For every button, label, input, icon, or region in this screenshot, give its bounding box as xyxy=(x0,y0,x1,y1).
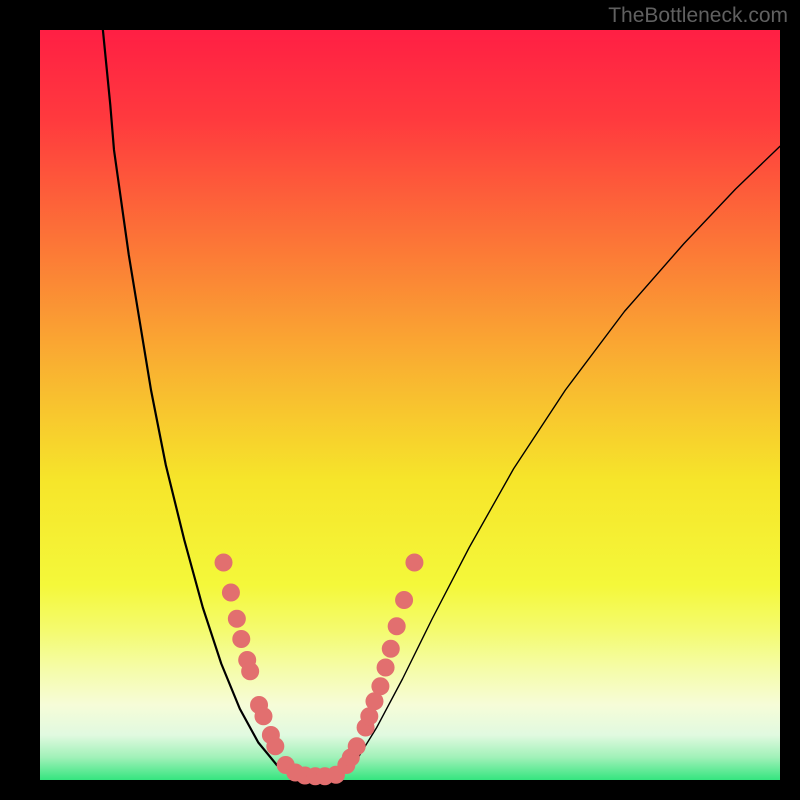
watermark-text: TheBottleneck.com xyxy=(608,4,788,28)
marker-dot xyxy=(241,662,259,680)
marker-dot xyxy=(348,737,366,755)
marker-dot xyxy=(388,617,406,635)
chart-svg xyxy=(0,0,800,800)
marker-dot xyxy=(254,707,272,725)
marker-dot xyxy=(232,630,250,648)
marker-dot xyxy=(215,554,233,572)
chart-background xyxy=(40,30,780,780)
marker-dot xyxy=(395,591,413,609)
marker-dot xyxy=(382,640,400,658)
marker-dot xyxy=(228,610,246,628)
marker-dot xyxy=(266,737,284,755)
marker-dot xyxy=(405,554,423,572)
marker-dot xyxy=(377,659,395,677)
marker-dot xyxy=(371,677,389,695)
marker-dot xyxy=(222,584,240,602)
